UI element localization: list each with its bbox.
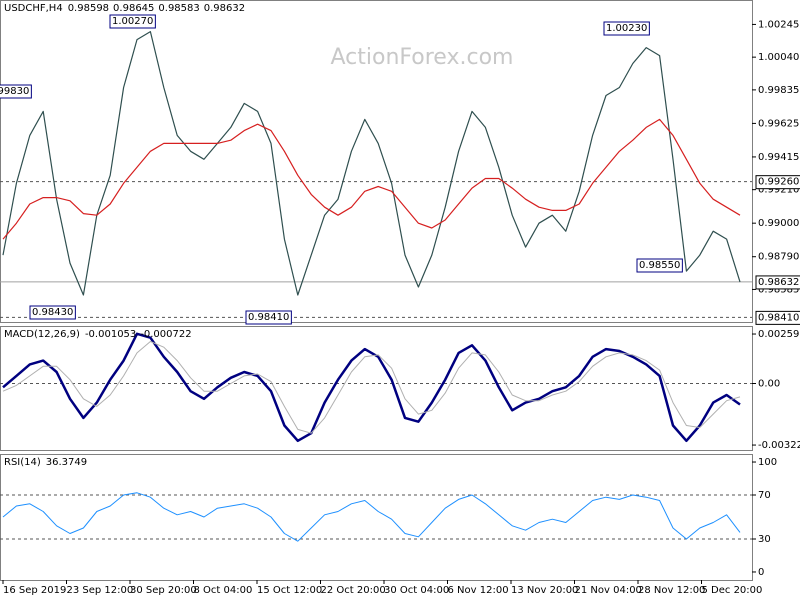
y-tick-label: 0.99835 [758, 85, 799, 96]
x-tick-label: 16 Sep 2019 [3, 585, 66, 596]
series-line [2, 118, 741, 240]
y-tick-label: 0.99000 [758, 218, 799, 229]
header-value: -0.001053 [85, 329, 136, 340]
series-line [2, 341, 741, 434]
level-label: 0.99260 [758, 177, 799, 188]
x-tick-label: 15 Oct 12:00 [257, 585, 322, 596]
price-annotation: 0.98550 [639, 260, 680, 271]
panel-title: USDCHF,H4 [4, 3, 63, 14]
x-tick-label: 21 Nov 04:00 [575, 585, 642, 596]
label-box [636, 258, 683, 273]
header-value: 0.98583 [158, 3, 199, 14]
watermark: ActionForex.com [331, 45, 514, 70]
current-price-label: 0.98632 [758, 277, 799, 288]
series-line [2, 492, 741, 542]
y-tick-label: -0.003221 [758, 440, 800, 451]
panel-frame [0, 326, 753, 451]
x-tick-label: 28 Nov 12:00 [638, 585, 705, 596]
panel-title: MACD(12,26,9) [4, 329, 80, 340]
header-value: 0.98632 [204, 3, 245, 14]
y-tick-label: 0.99625 [758, 118, 799, 129]
y-tick-label: 30 [758, 534, 771, 545]
label-box [109, 14, 156, 29]
header-value: 0.98598 [68, 3, 109, 14]
x-tick-label: 30 Oct 04:00 [384, 585, 449, 596]
label-box [603, 21, 650, 36]
label-box [0, 84, 32, 99]
price-annotation: 0.98430 [32, 307, 73, 318]
level-label: 0.98410 [758, 312, 799, 323]
label-box [29, 305, 76, 320]
panel-frame [0, 454, 753, 581]
y-tick-label: 0.98790 [758, 252, 799, 263]
x-tick-label: 13 Nov 20:00 [511, 585, 578, 596]
price-annotation: 1.00230 [606, 23, 647, 34]
label-box [755, 310, 800, 325]
price-annotation: 1.00270 [112, 16, 153, 27]
x-tick-label: 6 Nov 12:00 [448, 585, 509, 596]
x-tick-label: 23 Sep 12:00 [67, 585, 134, 596]
y-tick-label: 70 [758, 490, 771, 501]
header-value: 36.3749 [46, 457, 87, 468]
series-line [2, 332, 741, 443]
header-value: -0.000722 [140, 329, 191, 340]
x-tick-label: 8 Oct 04:00 [194, 585, 253, 596]
panel-title: RSI(14) [4, 457, 41, 468]
price-annotation: 0.99830 [0, 86, 29, 97]
y-tick-label: 0.99210 [758, 185, 799, 196]
x-tick-label: 5 Dec 20:00 [702, 585, 763, 596]
label-box [245, 310, 292, 325]
x-tick-label: 30 Sep 20:00 [130, 585, 197, 596]
y-tick-label: 100 [758, 457, 777, 468]
header-value: 0.98645 [113, 3, 154, 14]
y-tick-label: 1.00040 [758, 52, 799, 63]
y-tick-label: 1.00245 [758, 19, 799, 30]
x-tick-label: 22 Oct 20:00 [321, 585, 386, 596]
y-tick-label: 0.00259 [758, 329, 799, 340]
y-tick-label: 0 [758, 567, 764, 578]
y-tick-label: 0.00 [758, 379, 780, 390]
y-tick-label: 0.99415 [758, 152, 799, 163]
price-annotation: 0.98410 [248, 312, 289, 323]
y-tick-label: 0.98585 [758, 284, 799, 295]
label-box [755, 175, 800, 190]
panel-frame [0, 0, 753, 323]
label-box [755, 275, 800, 290]
series-line [2, 31, 741, 296]
